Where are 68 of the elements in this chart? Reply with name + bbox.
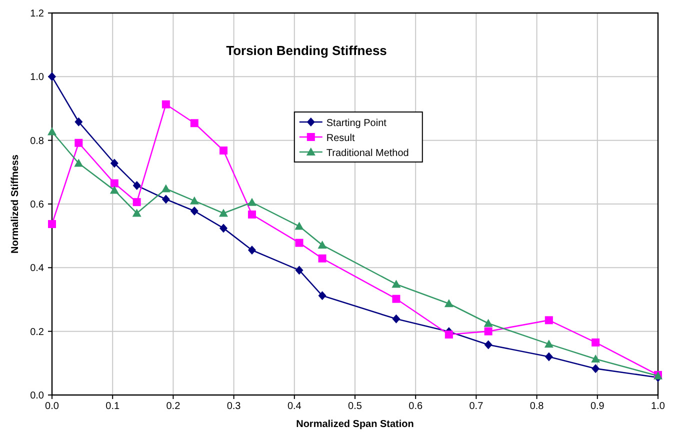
point [544,316,553,324]
point [132,198,141,206]
point [162,100,170,108]
point [220,146,228,155]
point [318,254,326,262]
point [74,117,83,126]
legend-label: Result [326,133,355,144]
y-tick-label: 0.4 [30,263,44,274]
point [592,364,600,374]
point [592,338,600,346]
x-axis-title: Normalized Span Station [296,419,414,430]
point [247,198,256,206]
x-tick-label: 0.3 [226,401,242,412]
x-tick-label: 0.1 [106,401,120,412]
point [190,196,199,204]
text: Torsion Bending Stiffness [226,43,387,58]
point [295,238,304,247]
x-tick-label: 0.0 [45,401,60,412]
point [190,119,198,128]
x-tick-label: 0.4 [287,401,302,412]
legend-label: Starting Point [326,118,387,129]
point [74,158,84,167]
x-tick-label: 0.6 [408,401,423,412]
x-tick-label: 0.8 [530,401,544,412]
y-axis-title: Normalized Stiffness [10,154,21,254]
point [484,340,492,350]
point [48,127,56,136]
x-tick-label: 0.7 [469,401,484,412]
point [162,194,170,204]
point [248,210,256,219]
point [444,299,454,308]
point [220,224,228,233]
point [219,208,228,217]
point [591,354,600,363]
point [295,266,304,275]
point [48,220,56,228]
point [544,352,553,362]
point [318,240,327,249]
x-tick-label: 0.5 [348,401,362,412]
point [392,280,401,288]
point [190,206,198,216]
point [161,184,170,192]
point [444,330,453,339]
point [392,294,400,303]
point [294,222,304,230]
point [318,291,326,300]
y-tick-label: 0.0 [30,390,44,402]
y-tick-label: 0.6 [30,200,44,210]
y-tick-label: 1.0 [30,72,44,84]
y-tick-label: 1.2 [30,8,44,20]
x-tick-label: 0.9 [590,401,605,412]
x-tick-label: 0.2 [166,401,181,412]
point [110,179,118,188]
point [110,186,119,194]
point [110,158,118,168]
x-tick-label: 1.0 [651,401,666,412]
point [544,340,554,348]
y-tick-label: 0.2 [30,326,44,338]
point [484,327,492,336]
point [48,72,56,82]
y-tick-label: 0.8 [30,136,44,147]
point [392,314,400,324]
point [248,246,256,255]
point [74,138,83,147]
point [132,181,141,190]
point [484,318,493,327]
point [132,208,142,217]
legend-label: Traditional Method [326,148,409,159]
